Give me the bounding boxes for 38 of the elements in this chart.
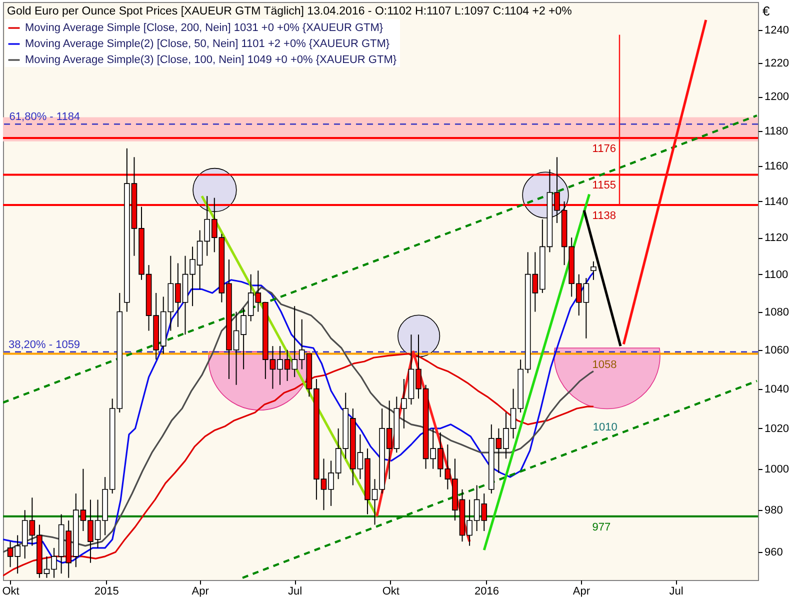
x-tick-label: Okt [382, 586, 400, 598]
ref-line-label: 1058 [592, 358, 617, 371]
x-tick-label: Jul [288, 586, 302, 598]
x-tick-label: Okt [2, 586, 20, 598]
legend-label: Moving Average Simple(3) [Close, 100, Nein] 1049 +0 +0% {XAUEUR GTM} [25, 54, 397, 66]
candlestick [590, 260, 596, 280]
x-tick-label: Jul [669, 586, 684, 598]
y-tick-label: 1080 [764, 306, 789, 318]
y-tick-label: 1160 [764, 160, 788, 172]
x-tick-label: Apr [192, 586, 210, 598]
ref-line-label: 1176 [592, 142, 616, 155]
y-tick-label: 980 [764, 504, 783, 517]
y-tick-label: 1180 [764, 126, 788, 138]
ref-line-label: 1138 [592, 210, 616, 222]
y-tick-label: 960 [764, 546, 783, 559]
annotation: 38,20% - 1059 [8, 338, 80, 351]
ref-line-label: 1155 [592, 180, 616, 192]
y-axis-title: € [762, 4, 770, 18]
y-tick-label: 1120 [764, 232, 788, 244]
legend-label: Moving Average Simple(2) [Close, 50, Nein] 1101 +2 +0% {XAUEUR GTM} [25, 38, 390, 50]
annotation: 1010 [592, 421, 618, 434]
legend-label: Moving Average Simple [Close, 200, Nein] 1031 +0 +0% {XAUEUR GTM} [25, 22, 384, 34]
ref-line-label: 977 [592, 521, 611, 534]
y-tick-label: 1020 [764, 422, 789, 435]
x-tick-label: 2016 [474, 586, 499, 598]
line-series [3, 352, 594, 576]
y-tick-label: 1220 [764, 57, 789, 70]
y-tick-label: 1200 [764, 91, 789, 104]
chart-title: Gold Euro per Ounce Spot Prices [XAUEUR GTM Täglich] 13.04.2016 - O:1102 H:1107 L:1097 C:1104 +2 +0% [7, 6, 572, 18]
y-tick-label: 1060 [764, 344, 789, 356]
y-tick-label: 1140 [764, 196, 788, 208]
y-tick-label: 1000 [764, 463, 789, 476]
x-tick-label: Apr [572, 586, 590, 598]
annotation: 61,80% - 1184 [9, 111, 80, 124]
x-tick-label: 2015 [94, 586, 119, 598]
y-tick-label: 1240 [764, 24, 789, 36]
y-tick-label: 1040 [764, 383, 789, 396]
y-tick-label: 1100 [764, 268, 788, 281]
